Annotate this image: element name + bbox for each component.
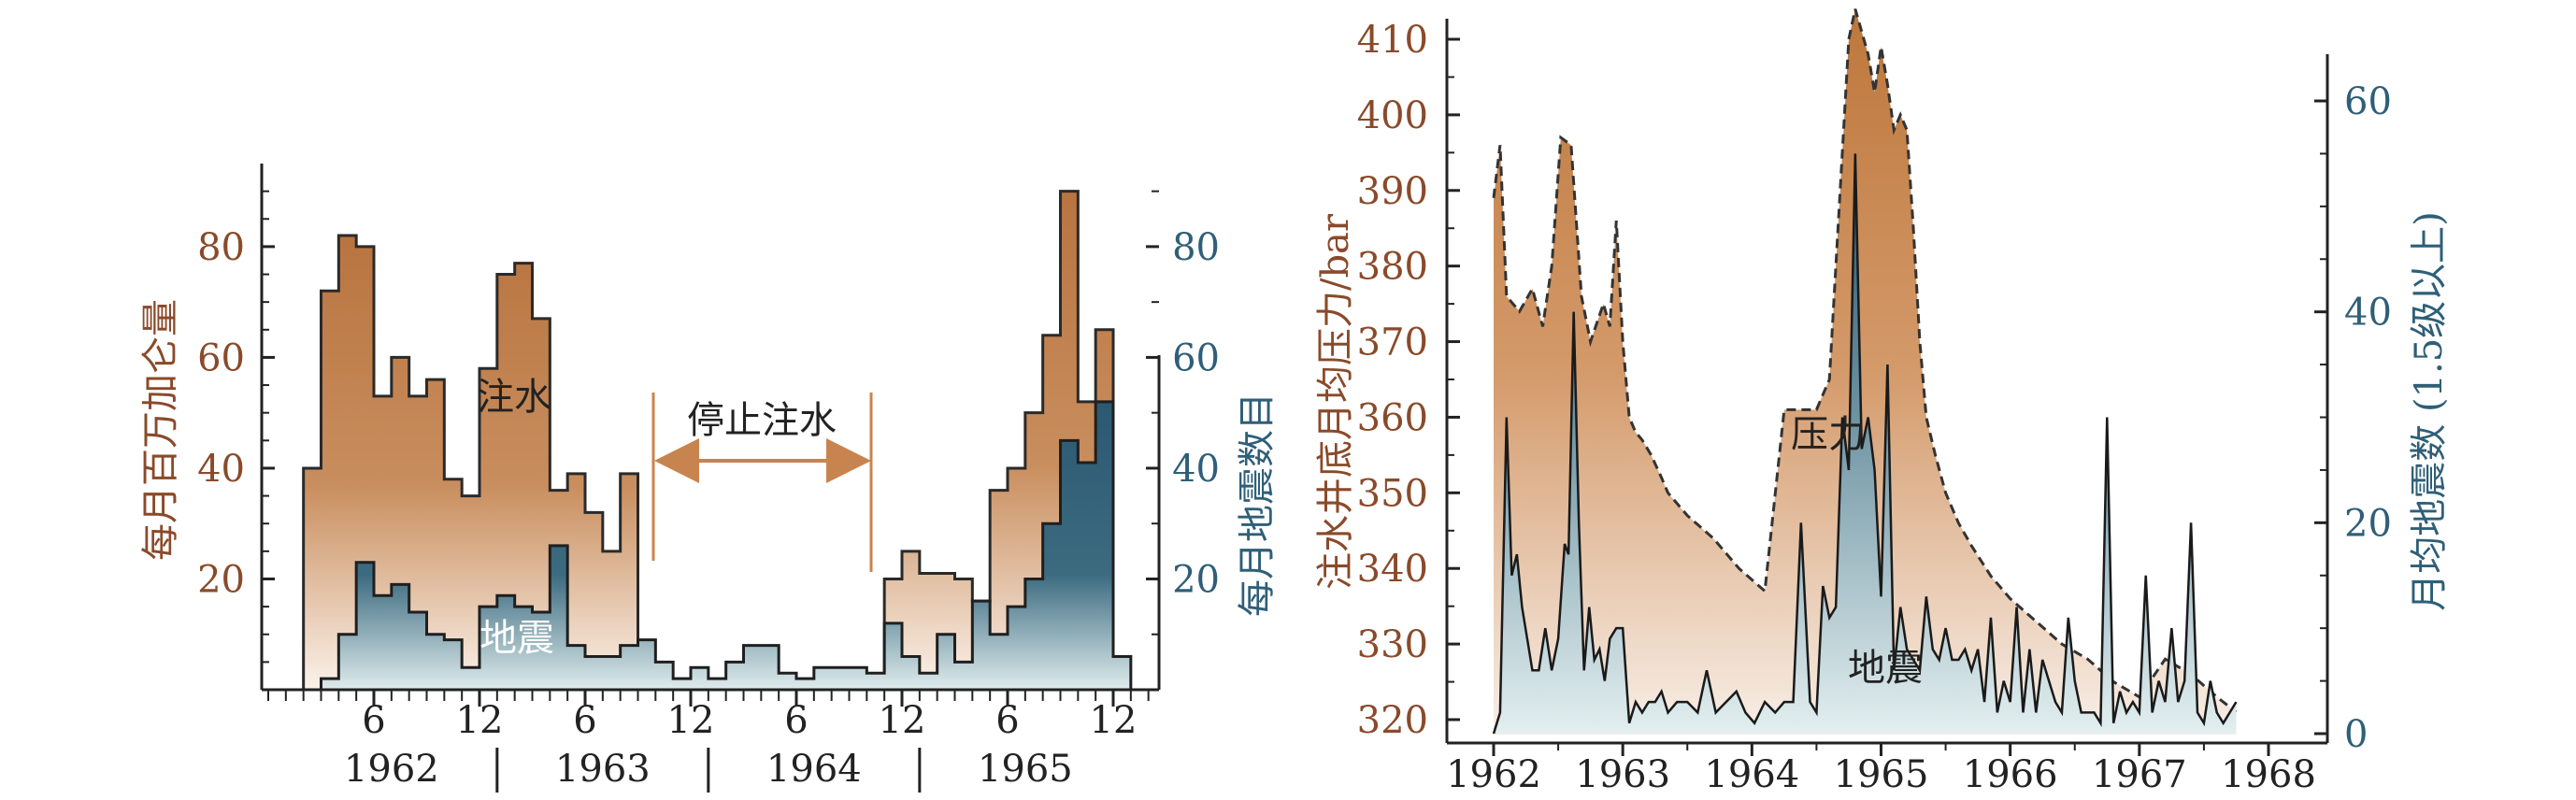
time-tick-label: 1964 [1704,753,1799,796]
year-label: 1964 [766,748,862,791]
pressure-annotation: 压力 [1791,413,1866,456]
pressure-area [1492,8,2238,736]
quake-area-right [1492,153,2238,735]
quake-area-fill [1494,153,2237,734]
quake-area [320,400,1133,692]
x-tick-label: 12 [1090,699,1138,742]
quake-step-series [320,400,1133,692]
quake-rate-axis-label: 月均地震数 (1.5级以上) [2408,211,2451,611]
x-tick-label: 6 [784,699,808,742]
injection-step-series-1962-1963 [302,234,639,692]
pressure-tick-label: 380 [1357,246,1428,289]
right-y-tick-label: 60 [1172,336,1220,379]
pressure-axis-label: 注水井底月均压力/bar [1314,213,1357,590]
left-y-axis-label: 每月百万加仑量 [139,299,182,561]
right-y-tick-label: 20 [1172,558,1220,601]
right-y-tick-label: 80 [1172,226,1220,269]
year-label: 1962 [344,748,439,791]
right-chart: 320 330 340 350 360 370 380 390 400 410 0 20 40 60 196… [1314,8,2451,796]
quake-rate-tick-label: 20 [2344,502,2392,545]
left-chart: 20 40 60 80 20 40 60 80 6 12 6 12 6 12 6 12 1962 1963 1964… [139,164,1279,793]
quake-rate-tick-label: 0 [2344,713,2368,756]
pressure-tick-label: 410 [1357,19,1428,62]
pressure-tick-label: 340 [1357,548,1428,591]
x-tick-label: 6 [995,699,1019,742]
time-tick-label: 1968 [2221,753,2316,796]
left-y-tick-label: 20 [197,558,245,601]
year-label: 1965 [978,748,1073,791]
quake-annotation-right: 地震 [1848,647,1923,690]
pressure-tick-label: 330 [1357,623,1428,666]
quake-line [1492,153,2238,735]
quake-rate-tick-label: 40 [2344,292,2392,335]
pressure-tick-label: 360 [1357,396,1428,439]
quake-rate-tick-label: 60 [2344,80,2392,123]
left-y-tick-label: 80 [197,226,245,269]
year-label: 1963 [555,748,651,791]
stop-injection-marker: 停止注水 [651,393,873,572]
right-chart-ticks: 320 330 340 350 360 370 380 390 400 410 0 20 40 60 196… [1357,19,2392,796]
x-tick-label: 12 [879,699,926,742]
injection-annotation: 注水 [477,376,551,419]
right-y-tick-label: 40 [1172,448,1220,491]
right-y-axis-label: 每月地震数目 [1236,393,1279,617]
time-tick-label: 1963 [1575,753,1670,796]
pressure-tick-label: 400 [1357,94,1428,137]
left-chart-ticks: 20 40 60 80 20 40 60 80 6 12 6 12 6 12 6 12 1962 1963 1964… [197,190,1220,793]
pressure-tick-label: 390 [1357,170,1428,213]
time-tick-label: 1967 [2092,753,2187,796]
time-tick-label: 1962 [1446,753,1541,796]
x-tick-label: 6 [362,699,385,742]
time-tick-label: 1966 [1963,753,2058,796]
stop-injection-label: 停止注水 [687,399,837,442]
pressure-area-fill [1494,8,2237,736]
pressure-line [1492,8,2238,714]
pressure-tick-label: 320 [1357,699,1428,742]
pressure-tick-label: 370 [1357,321,1428,364]
x-tick-label: 6 [573,699,596,742]
time-tick-label: 1965 [1834,753,1929,796]
left-y-tick-label: 60 [197,336,245,379]
pressure-tick-label: 350 [1357,472,1428,515]
x-tick-label: 12 [667,699,715,742]
left-y-tick-label: 40 [197,448,245,491]
quake-annotation: 地震 [479,617,554,660]
x-tick-label: 12 [456,699,504,742]
